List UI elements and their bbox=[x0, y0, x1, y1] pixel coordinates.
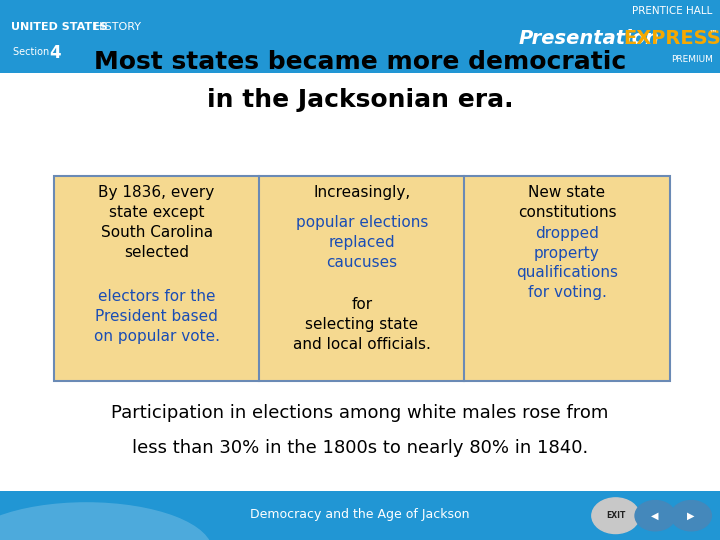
Text: PRENTICE HALL: PRENTICE HALL bbox=[632, 6, 713, 16]
FancyBboxPatch shape bbox=[54, 176, 670, 381]
Text: ▶: ▶ bbox=[688, 511, 695, 521]
Text: 4: 4 bbox=[50, 44, 61, 62]
Text: EXPRESS: EXPRESS bbox=[623, 29, 720, 48]
Circle shape bbox=[671, 501, 711, 531]
Text: Presentation: Presentation bbox=[518, 29, 660, 48]
Text: Section: Section bbox=[13, 48, 53, 57]
Text: HISTORY: HISTORY bbox=[94, 22, 142, 32]
Ellipse shape bbox=[0, 502, 212, 540]
Text: less than 30% in the 1800s to nearly 80% in 1840.: less than 30% in the 1800s to nearly 80%… bbox=[132, 439, 588, 457]
Text: popular elections
replaced
caucuses: popular elections replaced caucuses bbox=[296, 215, 428, 269]
Text: Democracy and the Age of Jackson: Democracy and the Age of Jackson bbox=[251, 508, 469, 521]
Text: New state
constitutions: New state constitutions bbox=[518, 185, 616, 220]
Text: Increasingly,: Increasingly, bbox=[313, 185, 410, 200]
Text: Participation in elections among white males rose from: Participation in elections among white m… bbox=[112, 404, 608, 422]
Text: in the Jacksonian era.: in the Jacksonian era. bbox=[207, 88, 513, 112]
Text: dropped
property
qualifications
for voting.: dropped property qualifications for voti… bbox=[516, 226, 618, 300]
Text: for
selecting state
and local officials.: for selecting state and local officials. bbox=[293, 297, 431, 352]
Text: UNITED STATES: UNITED STATES bbox=[11, 22, 112, 32]
Text: ™: ™ bbox=[708, 29, 717, 38]
Text: Most states became more democratic: Most states became more democratic bbox=[94, 50, 626, 74]
Text: electors for the
President based
on popular vote.: electors for the President based on popu… bbox=[94, 289, 220, 343]
Text: By 1836, every
state except
South Carolina
selected: By 1836, every state except South Caroli… bbox=[99, 185, 215, 260]
Circle shape bbox=[635, 501, 675, 531]
Text: ◀: ◀ bbox=[652, 511, 659, 521]
FancyBboxPatch shape bbox=[0, 491, 720, 540]
Circle shape bbox=[592, 498, 639, 534]
Text: EXIT: EXIT bbox=[606, 511, 625, 520]
FancyBboxPatch shape bbox=[0, 0, 720, 73]
Text: PREMIUM: PREMIUM bbox=[671, 56, 713, 64]
